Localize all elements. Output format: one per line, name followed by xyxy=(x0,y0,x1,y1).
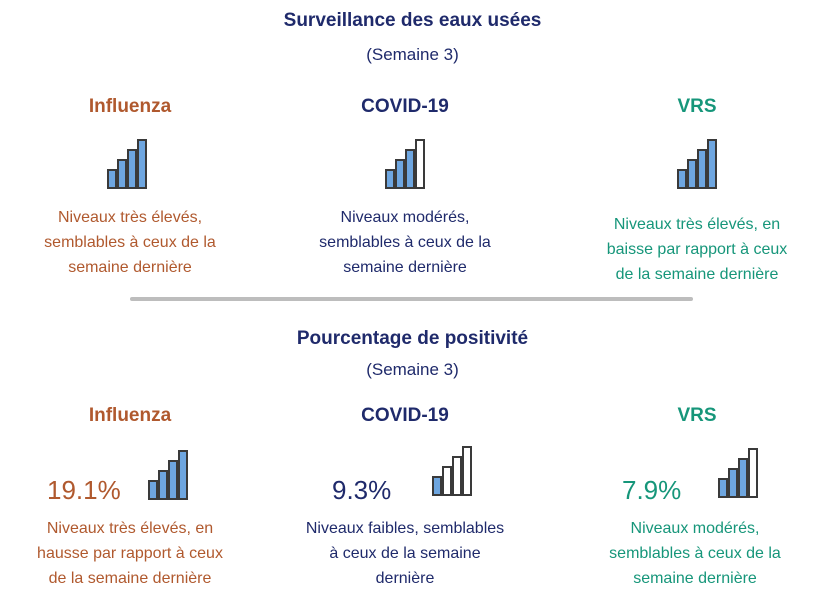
positivity-rsv-value: 7.9% xyxy=(622,475,682,505)
positivity-influenza-value: 19.1% xyxy=(47,475,121,505)
positivity-rsv-desc: Niveaux modérés, semblables à ceux de la… xyxy=(609,520,781,587)
level-bar-2 xyxy=(117,159,127,189)
positivity-covid-value: 9.3% xyxy=(332,475,392,505)
wastewater-rsv-title: VRS xyxy=(677,96,717,117)
wastewater-covid-level-icon xyxy=(385,139,425,189)
wastewater-title: Surveillance des eaux usées xyxy=(283,10,542,31)
wastewater-rsv-desc: Niveaux très élevés, en baisse par rappo… xyxy=(606,216,788,283)
level-bar-2 xyxy=(442,466,452,496)
level-bar-3 xyxy=(127,149,137,189)
level-bar-3 xyxy=(452,456,462,496)
level-bar-4 xyxy=(707,139,717,189)
positivity-rsv-level-icon xyxy=(718,448,758,498)
positivity-covid-level-icon xyxy=(432,446,472,496)
wastewater-week: (Semaine 3) xyxy=(366,45,459,64)
level-bar-1 xyxy=(432,476,442,496)
wastewater-covid-desc: Niveaux modérés, semblables à ceux de la… xyxy=(319,209,491,276)
level-bar-3 xyxy=(168,460,178,500)
positivity-covid-title: COVID-19 xyxy=(361,405,449,426)
positivity-title: Pourcentage de positivité xyxy=(296,328,529,349)
positivity-rsv-title: VRS xyxy=(677,405,717,426)
positivity-week: (Semaine 3) xyxy=(366,360,459,379)
positivity-covid-desc: Niveaux faibles, semblables à ceux de la… xyxy=(305,520,505,587)
level-bar-1 xyxy=(385,169,395,189)
level-bar-3 xyxy=(697,149,707,189)
wastewater-influenza-desc: Niveaux très élevés, semblables à ceux d… xyxy=(44,209,216,276)
wastewater-covid-title: COVID-19 xyxy=(361,96,449,117)
level-bar-1 xyxy=(677,169,687,189)
section-divider xyxy=(130,297,693,301)
positivity-influenza-level-icon xyxy=(148,450,188,500)
level-bar-4 xyxy=(137,139,147,189)
level-bar-1 xyxy=(107,169,117,189)
level-bar-4 xyxy=(178,450,188,500)
level-bar-2 xyxy=(728,468,738,498)
level-bar-2 xyxy=(395,159,405,189)
level-bar-1 xyxy=(718,478,728,498)
level-bar-4 xyxy=(415,139,425,189)
positivity-influenza-desc: Niveaux très élevés, en hausse par rappo… xyxy=(37,520,223,587)
positivity-influenza-title: Influenza xyxy=(88,405,172,426)
level-bar-3 xyxy=(738,458,748,498)
level-bar-2 xyxy=(158,470,168,500)
wastewater-rsv-level-icon xyxy=(677,139,717,189)
level-bar-1 xyxy=(148,480,158,500)
wastewater-influenza-level-icon xyxy=(107,139,147,189)
level-bar-2 xyxy=(687,159,697,189)
level-bar-4 xyxy=(748,448,758,498)
wastewater-influenza-title: Influenza xyxy=(88,96,172,117)
level-bar-4 xyxy=(462,446,472,496)
level-bar-3 xyxy=(405,149,415,189)
